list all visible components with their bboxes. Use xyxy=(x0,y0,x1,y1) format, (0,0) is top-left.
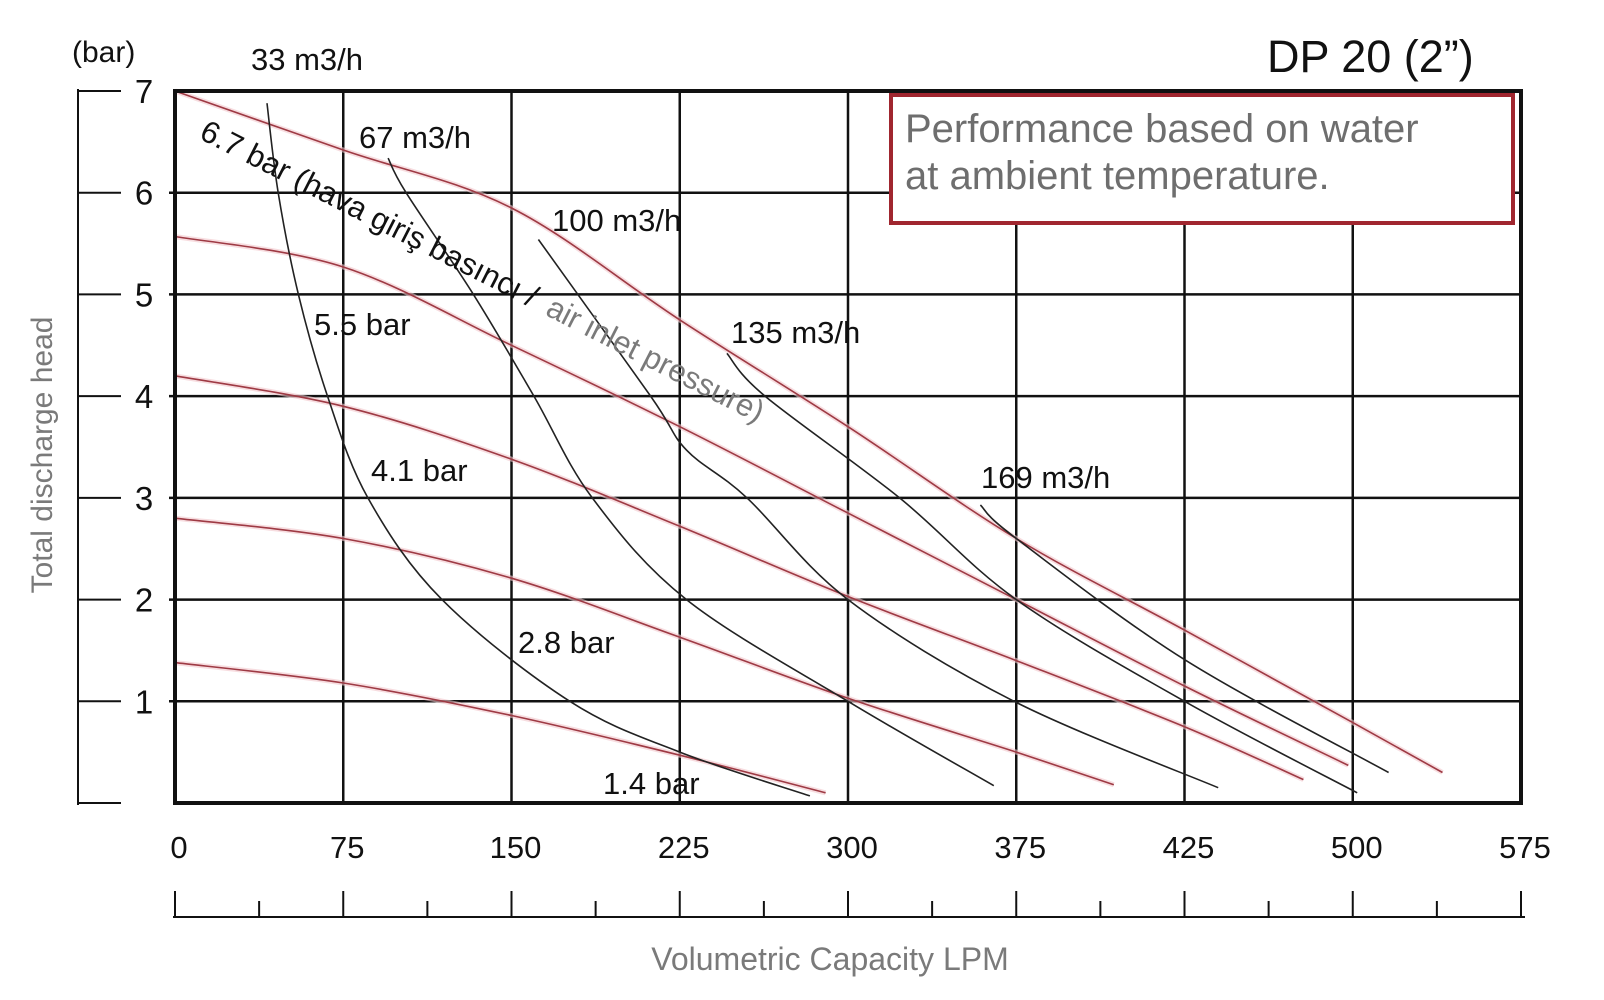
series-label-169: 169 m3/h xyxy=(981,460,1110,495)
note-line-2: at ambient temperature. xyxy=(905,154,1330,198)
y-tick-label: 3 xyxy=(135,480,153,517)
y-tick-label: 6 xyxy=(135,175,153,212)
x-tick-label: 500 xyxy=(1331,830,1383,865)
series-label-2-8-bar: 2.8 bar xyxy=(518,625,615,660)
pressure-curve-glow xyxy=(174,660,827,796)
flow-curve-33-m3-h xyxy=(266,103,811,797)
series-label-100: 100 m3/h xyxy=(552,203,681,238)
flow-curve-100-m3-h xyxy=(537,239,1219,789)
y-tick-label: 1 xyxy=(135,683,153,720)
y-axis-ruler xyxy=(77,89,121,805)
x-tick-label: 75 xyxy=(330,830,364,865)
series-label-67: 67 m3/h xyxy=(359,120,471,155)
flow-curve-67-m3-h xyxy=(387,157,995,787)
chart-title: DP 20 (2”) xyxy=(1267,31,1474,82)
flow-curve-135-m3-h xyxy=(726,352,1358,794)
y-tick-label: 5 xyxy=(135,276,153,313)
y-tick-label: 7 xyxy=(135,73,153,110)
y-tick-label: 2 xyxy=(135,582,153,619)
x-axis-title: Volumetric Capacity LPM xyxy=(651,941,1008,977)
y-axis-title: Total discharge head xyxy=(26,317,59,594)
pressure-annotation: 6.7 bar (hava giriş basıncı / air inlet … xyxy=(195,113,770,429)
x-tick-label: 225 xyxy=(658,830,710,865)
pressure-curve-2-8-bar xyxy=(174,517,1115,786)
x-tick-label: 300 xyxy=(826,830,878,865)
x-tick-label: 150 xyxy=(490,830,542,865)
series-label-33: 33 m3/h xyxy=(251,42,363,77)
plot-border xyxy=(173,89,1523,805)
pressure-curve-4-1-bar xyxy=(174,375,1304,781)
pressure-curve-5-5-bar xyxy=(174,235,1349,767)
series-label-4-1-bar: 4.1 bar xyxy=(371,453,468,488)
series-label-1-4-bar: 1.4 bar xyxy=(603,766,700,801)
x-tick-label: 425 xyxy=(1163,830,1215,865)
tick-labels: 0 75 150 225 300 375 425 500 575 1 2 3 4 5 6 7 xyxy=(135,73,1551,865)
pressure-annotation-en: air inlet pressure) xyxy=(541,289,770,429)
note-line-1: Performance based on water xyxy=(905,107,1419,151)
x-tick-label: 575 xyxy=(1499,830,1551,865)
y-unit-label: (bar) xyxy=(72,36,135,69)
series-label-135: 135 m3/h xyxy=(731,315,860,350)
y-tick-label: 4 xyxy=(135,378,153,415)
x-tick-label: 375 xyxy=(994,830,1046,865)
note-box xyxy=(889,93,1515,225)
pressure-curve-1-4-bar xyxy=(174,661,826,794)
flow-curve-169-m3-h xyxy=(979,504,1389,774)
x-axis-ruler xyxy=(173,891,1525,918)
curves xyxy=(174,88,1444,797)
series-label-5-5-bar: 5.5 bar xyxy=(314,307,411,342)
pressure-curve-6-7-bar xyxy=(174,90,1443,774)
x-tick-label: 0 xyxy=(170,830,187,865)
